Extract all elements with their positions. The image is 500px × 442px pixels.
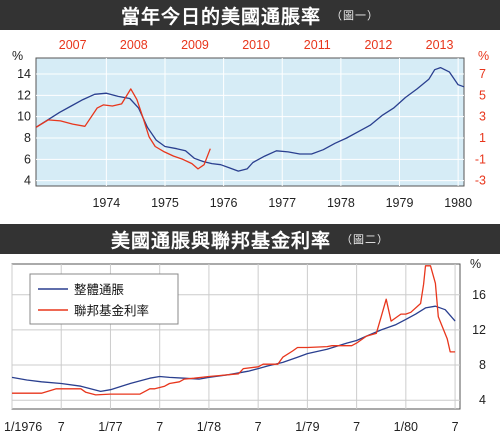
chart1-left-tick-label: 6 (24, 152, 31, 166)
chart1-top-tick-label: 2009 (181, 38, 209, 52)
chart1-bottom-tick-label: 1975 (151, 196, 179, 210)
chart1-right-tick-label: 7 (479, 67, 486, 81)
chart2-series-line-0 (11, 305, 456, 393)
chart2-legend-label: 整體通脹 (74, 282, 124, 297)
chart1-bottom-tick-label: 1980 (444, 196, 472, 210)
chart2-header: 美國通脹與聯邦基金利率 （圖二） (0, 224, 500, 254)
chart2-x-tick-label: 1/80 (394, 420, 418, 434)
chart1-bottom-tick-label: 1974 (92, 196, 120, 210)
chart1-top-tick-label: 2011 (304, 38, 331, 52)
chart2-subtitle: （圖二） (341, 233, 389, 246)
chart2-right-tick-label: 4 (479, 393, 486, 407)
chart1-top-tick-label: 2008 (120, 38, 148, 52)
chart2-legend-label: 聯邦基金利率 (74, 303, 149, 318)
chart1-right-tick-label: 1 (479, 131, 486, 145)
chart1-left-tick-label: 10 (17, 110, 31, 124)
chart2-title: 美國通脹與聯邦基金利率 (110, 229, 331, 252)
chart1-left-tick-label: 4 (24, 174, 31, 188)
chart2-x-tick-label: 7 (156, 420, 163, 434)
chart2-x-tick-label: 7 (353, 420, 360, 434)
chart2-right-tick-label: 16 (472, 288, 486, 302)
chart2-plot: 4 8 12 16% 1/1976 7 1/77 7 1/78 7 1/79 7 1/80 7 整體通脹聯邦… (4, 257, 486, 434)
chart2-x-tick-label: 7 (255, 420, 262, 434)
chart2-x-tick-label: 1/1976 (4, 420, 42, 434)
chart1-series-line-1 (35, 88, 211, 170)
chart1-header: 當年今日的美國通脹率 （圖一） (0, 0, 500, 30)
chart1-left-tick-label: 8 (24, 131, 31, 145)
chart1-right-tick-label: 5 (479, 88, 486, 102)
chart2-x-tick-label: 7 (452, 420, 459, 434)
chart1-bottom-tick-label: 1978 (327, 196, 355, 210)
chart2-right-tick-label: 8 (479, 358, 486, 372)
chart1-right-tick-label: -1 (475, 152, 486, 166)
chart2-legend (29, 273, 179, 325)
chart1-left-unit: % (12, 49, 23, 63)
chart2-x-tick-label: 7 (58, 420, 65, 434)
chart1-title: 當年今日的美國通脹率 (120, 5, 321, 28)
chart1-bottom-tick-label: 1977 (268, 196, 296, 210)
chart1-plot-area (35, 57, 465, 187)
chart1-subtitle: （圖一） (331, 9, 379, 22)
chart2-x-tick-label: 1/77 (98, 420, 122, 434)
chart2-x-tick-label: 1/78 (197, 420, 221, 434)
chart1-right-unit: % (478, 49, 489, 63)
chart1-right-tick-label: -3 (475, 174, 486, 188)
chart2-series-line-1 (12, 265, 456, 396)
chart2-x-tick-label: 1/79 (295, 420, 319, 434)
chart1-top-tick-label: 2012 (364, 38, 392, 52)
chart1-bottom-tick-label: 1979 (386, 196, 414, 210)
chart2-right-tick-label: 12 (472, 323, 486, 337)
chart1-bottom-tick-label: 1976 (210, 196, 238, 210)
chart1-top-tick-label: 2013 (426, 38, 454, 52)
chart1-right-tick-label: 3 (479, 110, 486, 124)
chart1-left-tick-label: 14 (17, 67, 31, 81)
chart1-series-line-0 (35, 66, 465, 172)
chart1-left-tick-label: 12 (17, 88, 31, 102)
chart1-top-tick-label: 2007 (59, 38, 87, 52)
chart2-right-unit: % (470, 257, 481, 271)
chart1-plot: 4 6 8 10 12 14 -3 -1 1 3 5 7 1974 1975 1976 1977 1978 197… (12, 38, 489, 210)
chart1-top-tick-label: 2010 (242, 38, 270, 52)
